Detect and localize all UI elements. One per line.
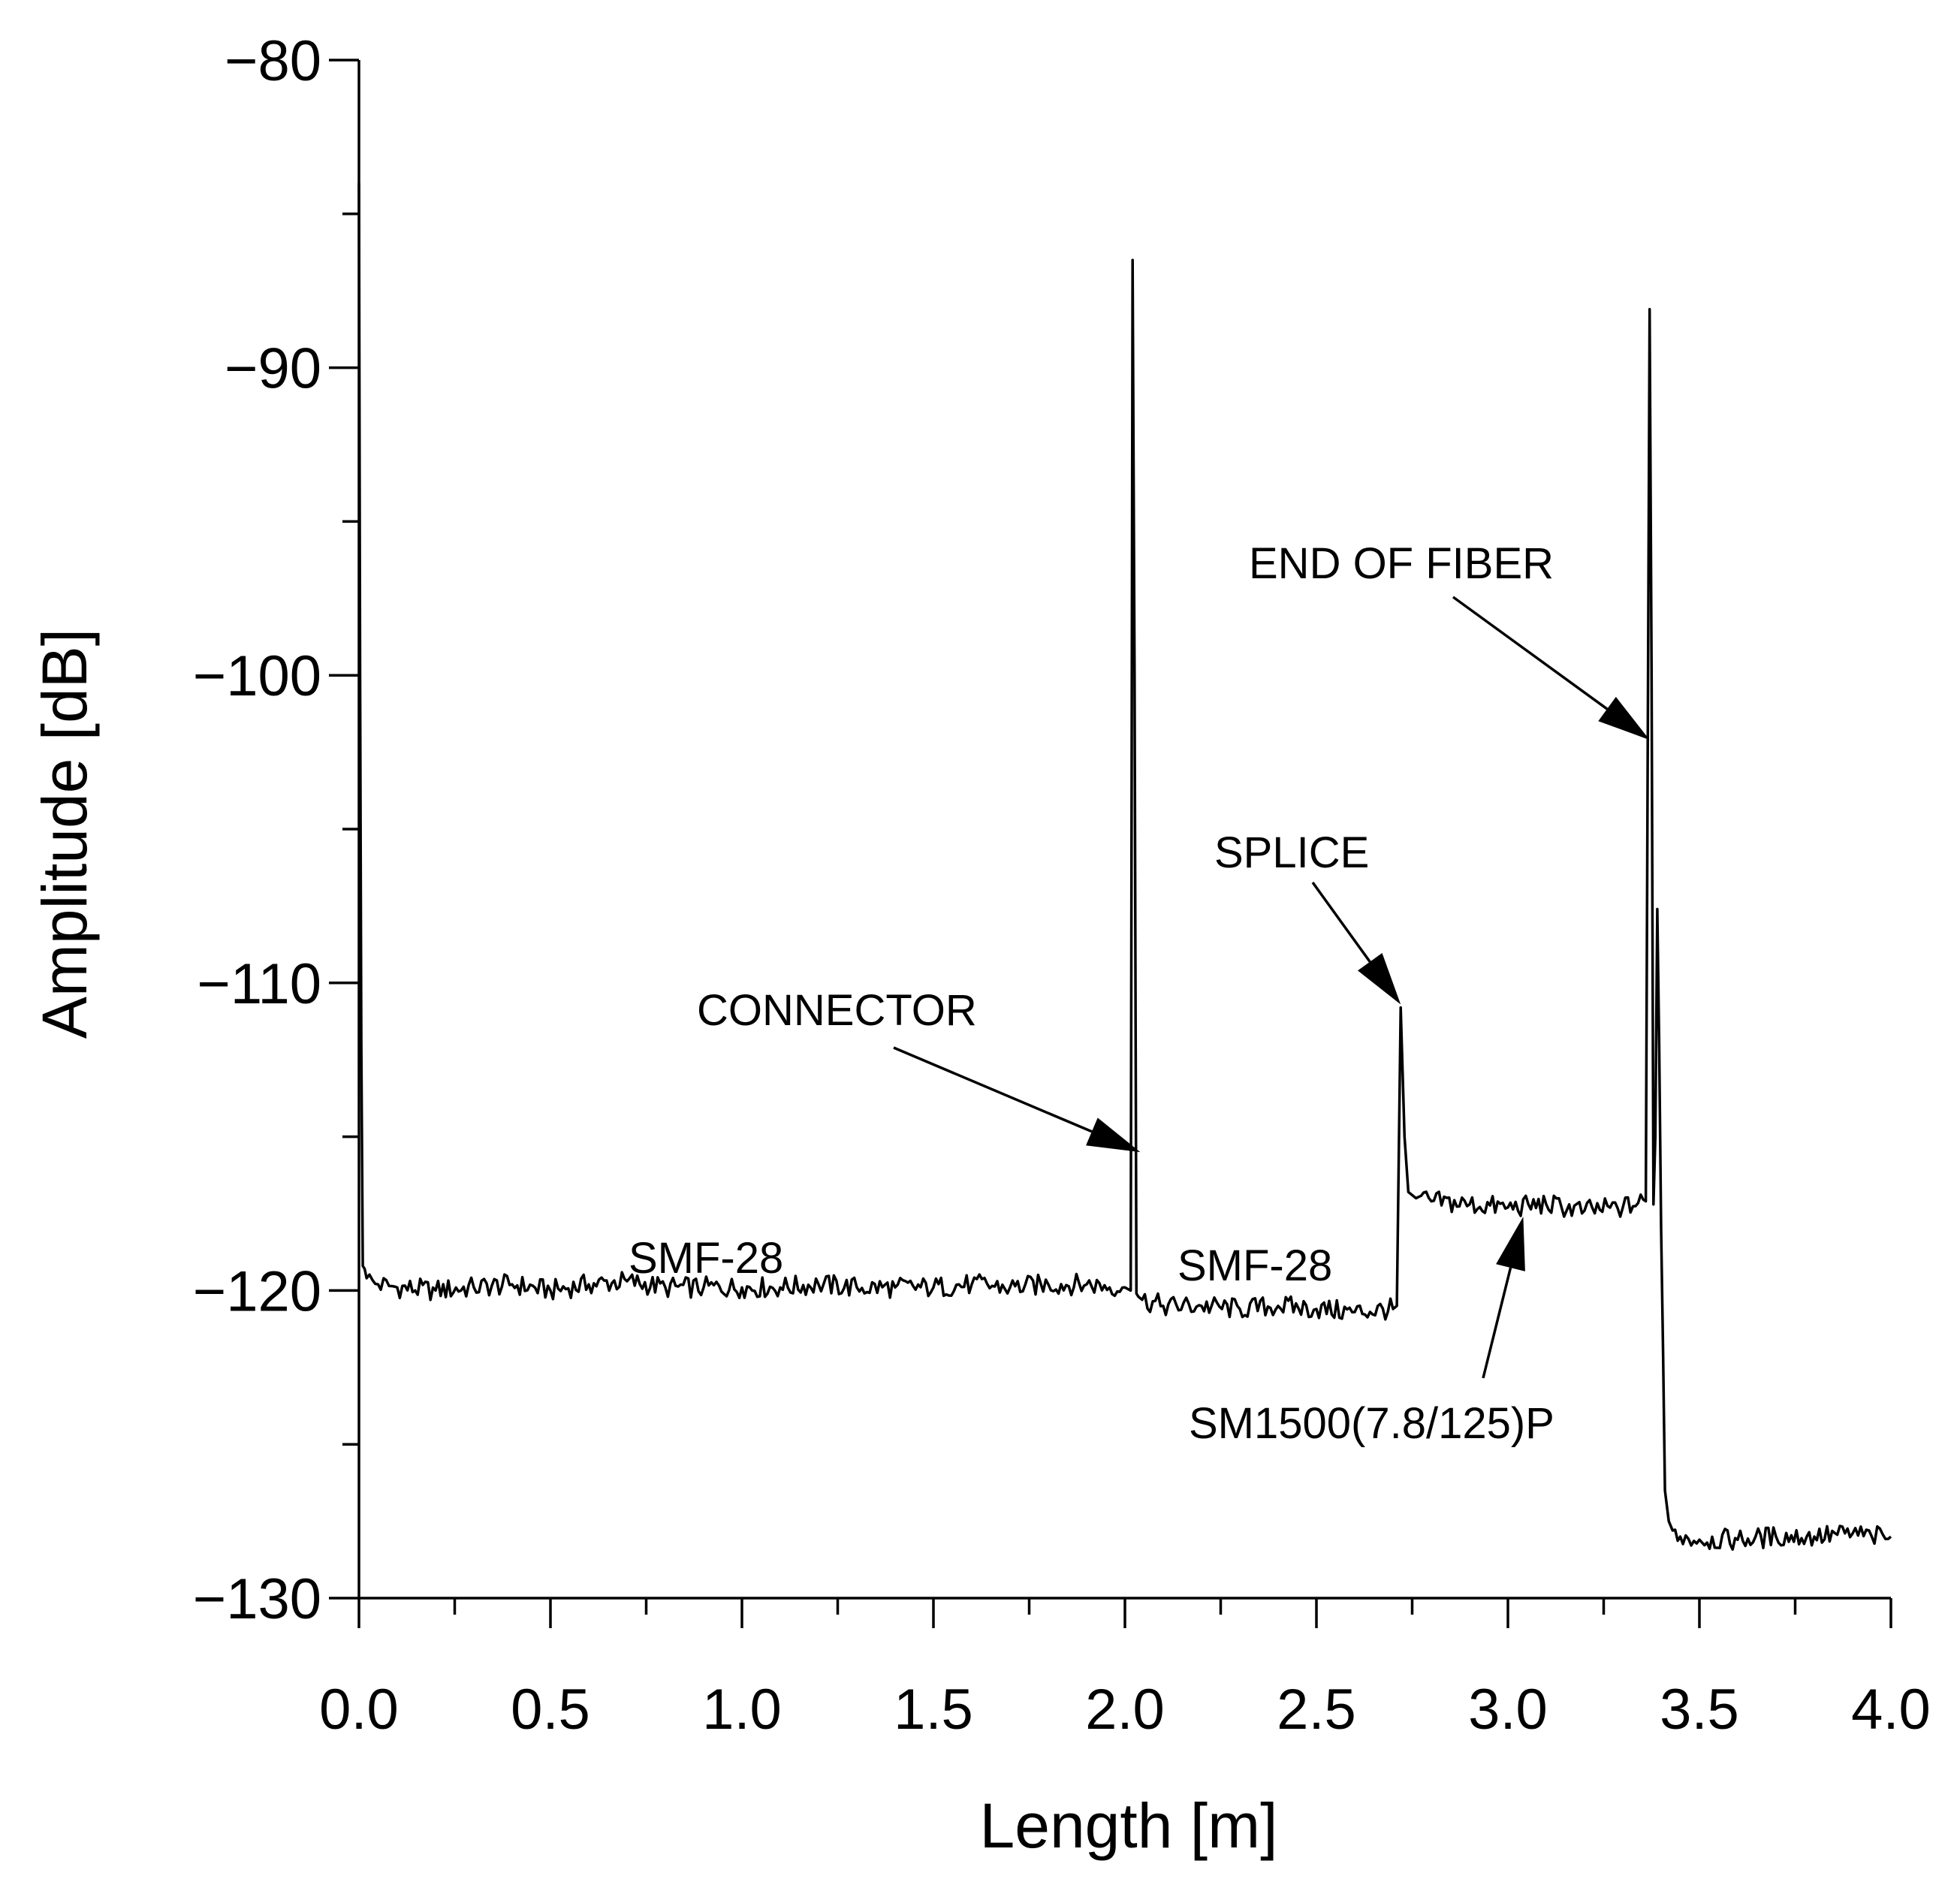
annotation-label: SMF-28 [629, 1234, 783, 1283]
annotation-label: CONNECTOR [697, 986, 977, 1035]
x-tick-label: 1.5 [894, 1678, 973, 1742]
annotation-arrows [893, 596, 1650, 1379]
y-tick-label: −80 [225, 29, 321, 93]
annotation-arrow-head [1086, 1117, 1141, 1153]
x-tick-label: 0.5 [511, 1678, 590, 1742]
tick-labels: 0.0 0.5 1.0 1.5 2.0 2.5 3.0 3.5 4.0 −80 −90 −100 −11… [193, 29, 1931, 1742]
annotation-arrow-shaft [1482, 1267, 1512, 1379]
x-tick-label: 2.0 [1085, 1678, 1165, 1742]
y-axis-title: Amplitude [dB] [29, 629, 100, 1039]
annotation-arrow-shaft [1452, 596, 1609, 710]
x-tick-label: 0.0 [319, 1678, 399, 1742]
y-tick-label: −130 [193, 1567, 321, 1631]
x-axis-title: Length [m] [980, 1790, 1278, 1861]
annotation-arrow-head [1598, 696, 1650, 740]
x-tick-label: 3.5 [1660, 1678, 1739, 1742]
x-tick-label: 2.5 [1277, 1678, 1356, 1742]
annotation-arrow-head [1358, 953, 1401, 1005]
series-line [357, 182, 1892, 1551]
x-tick-label: 4.0 [1851, 1678, 1931, 1742]
annotation-label: SMF-28 [1178, 1241, 1332, 1290]
annotation-arrow-head [1496, 1217, 1525, 1271]
annotation-label: SPLICE [1214, 828, 1369, 877]
y-tick-label: −100 [193, 644, 321, 708]
y-tick-label: −120 [193, 1259, 321, 1323]
annotations: CONNECTOR SPLICE END OF FIBER SM1500(7.8/12… [629, 539, 1554, 1448]
annotation-label: END OF FIBER [1249, 539, 1554, 588]
y-tick-label: −110 [197, 952, 321, 1016]
y-tick-label: −90 [225, 337, 321, 401]
axes [357, 60, 1891, 1600]
ticks [329, 59, 1892, 1628]
x-tick-label: 3.0 [1468, 1678, 1548, 1742]
annotation-arrow-shaft [893, 1046, 1093, 1133]
x-tick-label: 1.0 [702, 1678, 782, 1742]
annotation-arrow-shaft [1311, 881, 1371, 963]
annotation-label: SM1500(7.8/125)P [1189, 1399, 1554, 1448]
